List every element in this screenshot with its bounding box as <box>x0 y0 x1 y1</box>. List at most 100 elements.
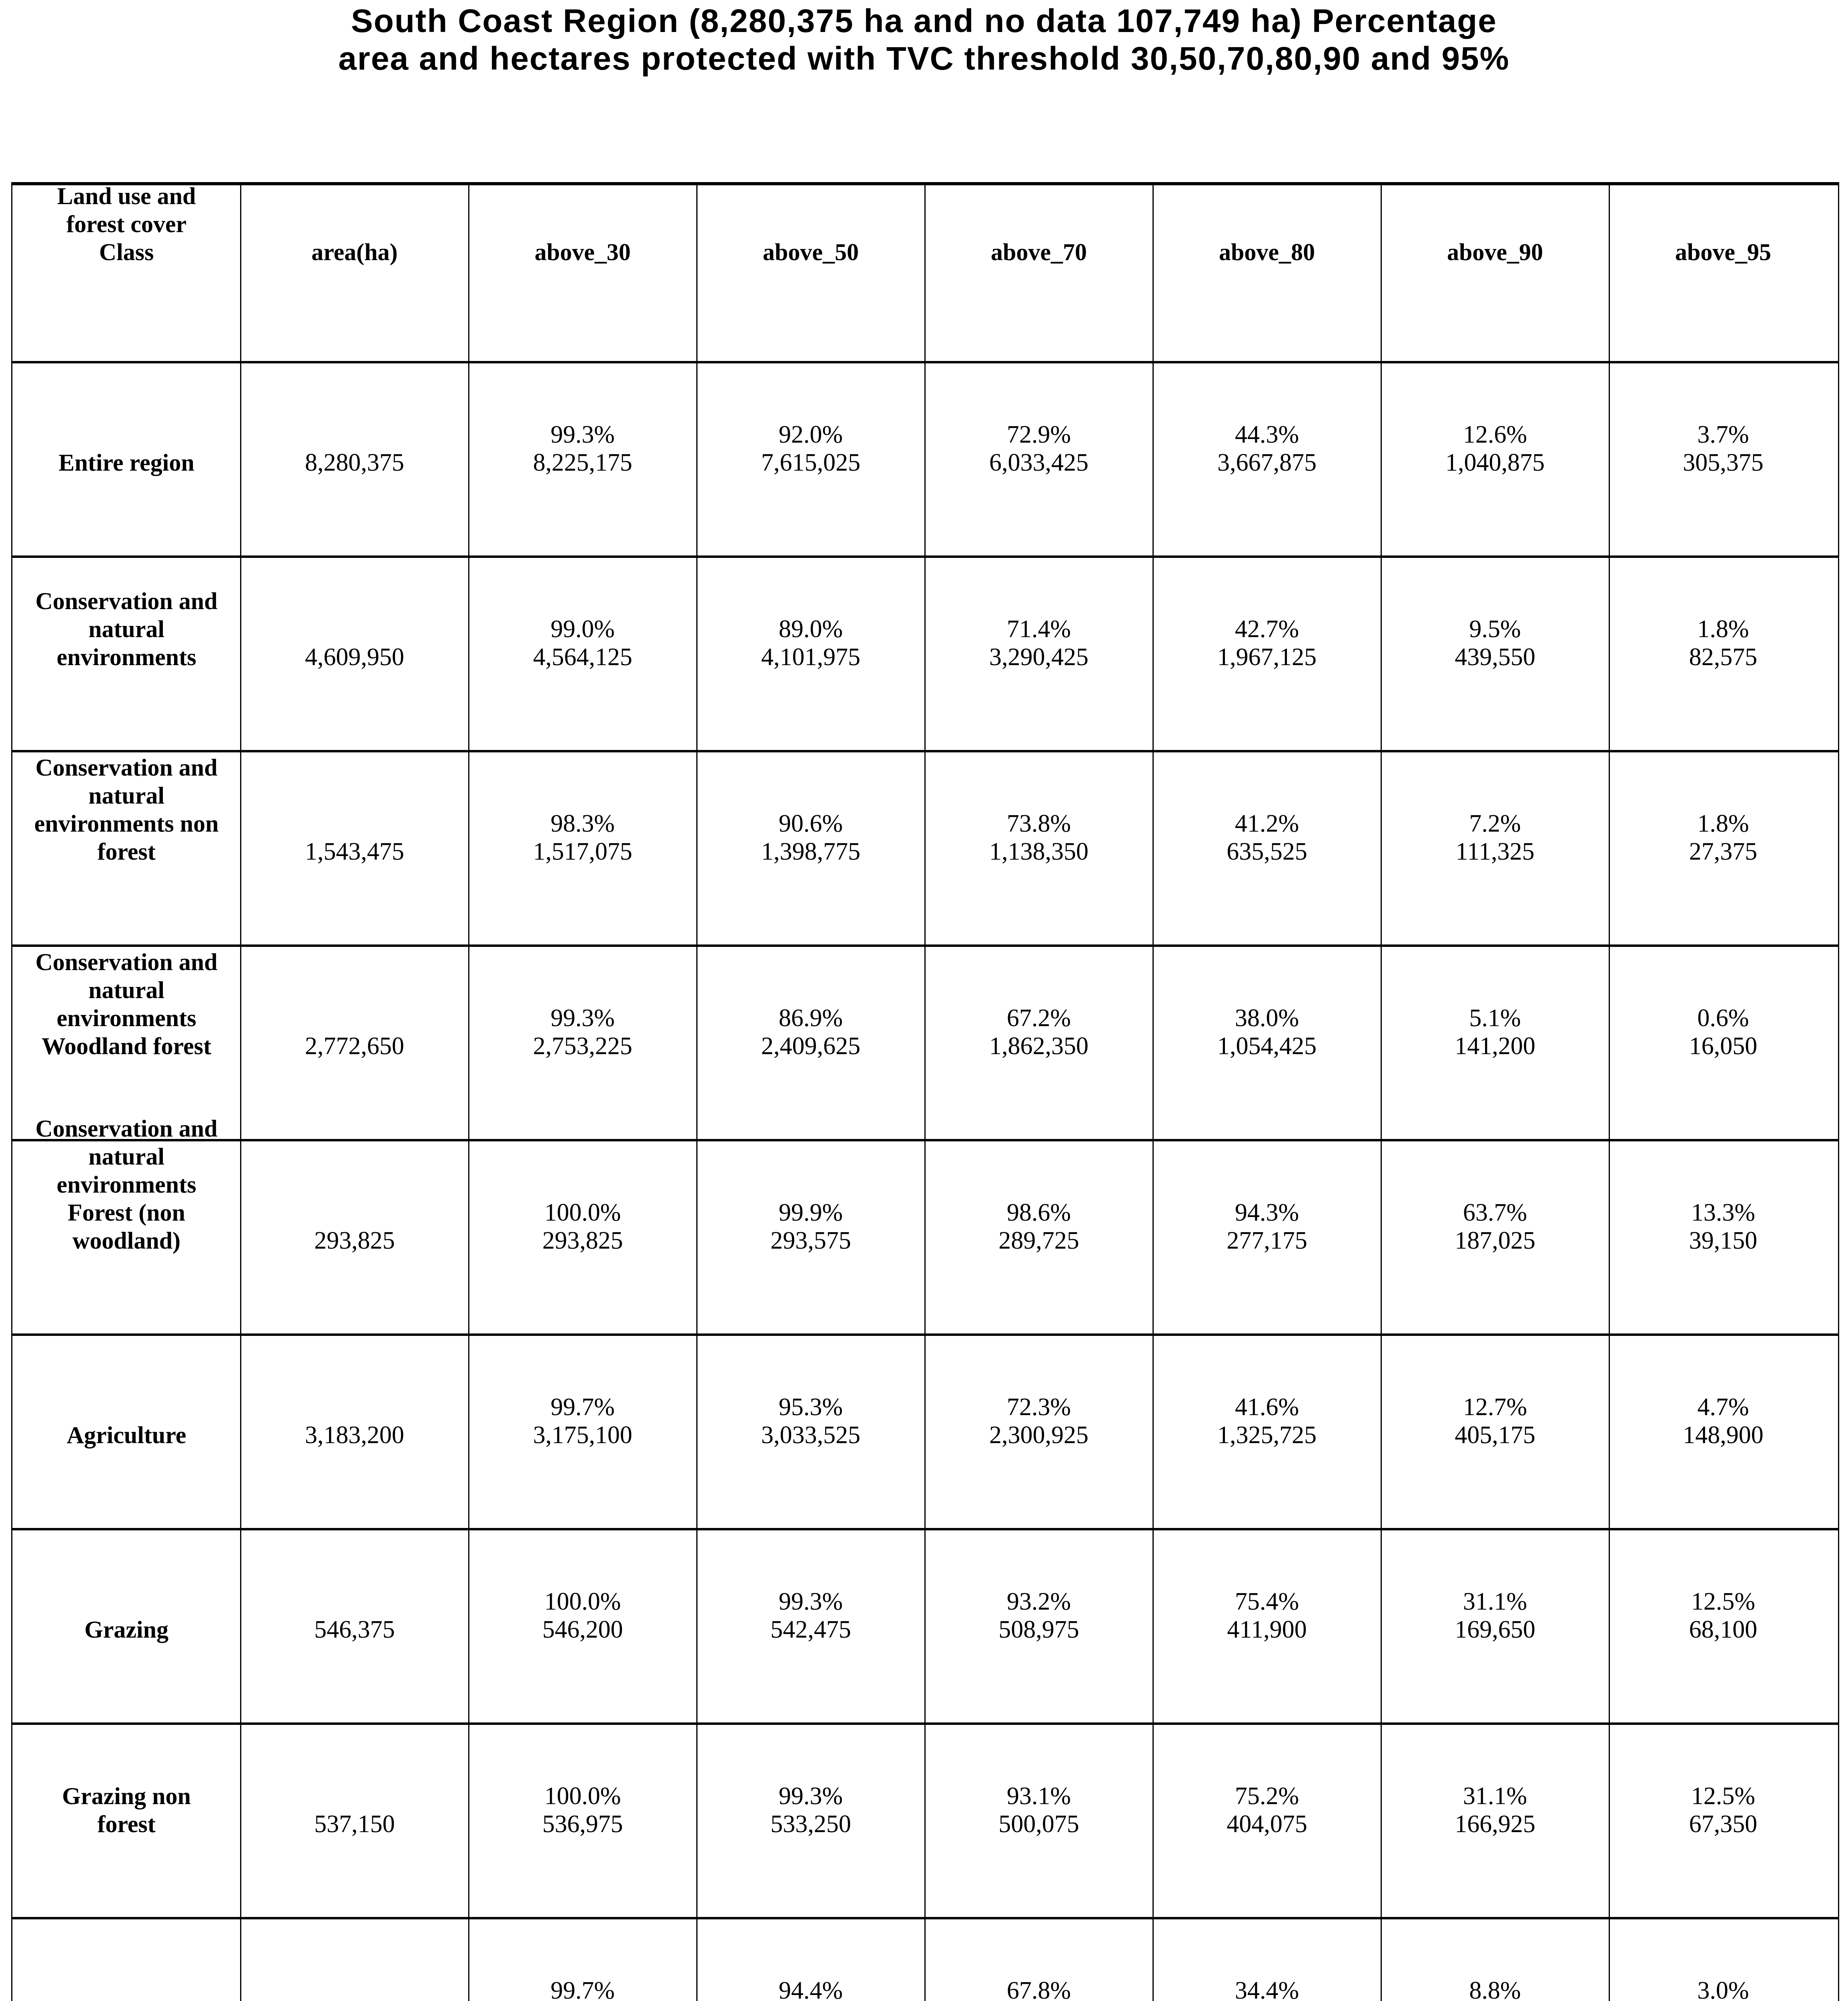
table-header-row: Land use and forest cover Class area(ha)… <box>12 182 1838 362</box>
cell-hectares: 1,138,350 <box>989 838 1088 865</box>
cell-percent: 71.4% <box>1006 616 1071 643</box>
row-label: Grazing <box>84 1616 168 1643</box>
cell-percent: 34.4% <box>1235 1977 1299 2001</box>
cell-hectares: 39,150 <box>1689 1227 1758 1254</box>
cell-percent: 41.6% <box>1235 1393 1299 1421</box>
cell-percent: 72.9% <box>1006 421 1071 448</box>
cell-hectares: 542,475 <box>770 1616 851 1643</box>
cell-percent: 75.2% <box>1235 1782 1299 1810</box>
cell-hectares: 305,375 <box>1683 449 1764 476</box>
table-row: Conservation and natural environments 4,… <box>12 557 1838 751</box>
cell-percent: 12.5% <box>1691 1782 1756 1810</box>
cell-hectares: 404,075 <box>1227 1811 1307 1838</box>
table-border-line <box>12 750 1838 752</box>
cell-hectares: 6,033,425 <box>989 449 1088 476</box>
cell-percent: 67.8% <box>1006 1977 1071 2001</box>
cell-hectares: 166,925 <box>1455 1811 1535 1838</box>
cell-hectares: 508,975 <box>998 1616 1079 1643</box>
cell-hectares: 536,975 <box>542 1811 623 1838</box>
cell-percent: 63.7% <box>1463 1199 1527 1226</box>
cell-hectares: 141,200 <box>1455 1033 1535 1060</box>
row-area-value: 4,609,950 <box>305 644 404 671</box>
cell-percent: 100.0% <box>544 1782 621 1810</box>
row-label: Grazing non forest <box>62 1783 191 1837</box>
cell-hectares: 1,862,350 <box>989 1033 1088 1060</box>
cell-percent: 93.2% <box>1006 1588 1071 1615</box>
row-area-value: 2,772,650 <box>305 1033 404 1060</box>
cell-percent: 98.6% <box>1006 1199 1071 1226</box>
cell-percent: 99.9% <box>778 1199 843 1226</box>
table-row: Conservation and natural environments no… <box>12 751 1838 946</box>
cell-hectares: 68,100 <box>1689 1616 1758 1643</box>
cell-percent: 99.0% <box>550 616 615 643</box>
cell-percent: 8.8% <box>1469 1977 1521 2001</box>
table-border-line <box>924 182 926 2001</box>
column-header-area-ha: area(ha) <box>311 239 398 265</box>
cell-hectares: 293,575 <box>770 1227 851 1254</box>
cell-hectares: 3,667,875 <box>1217 449 1317 476</box>
cell-hectares: 3,033,525 <box>761 1422 860 1449</box>
cell-hectares: 7,615,025 <box>761 449 860 476</box>
cell-hectares: 187,025 <box>1455 1227 1535 1254</box>
cell-percent: 86.9% <box>778 1005 843 1032</box>
cell-percent: 89.0% <box>778 616 843 643</box>
table-border-line <box>12 182 1838 185</box>
table-border-line <box>12 1139 1838 1141</box>
cell-hectares: 67,350 <box>1689 1811 1758 1838</box>
cell-percent: 5.1% <box>1469 1005 1521 1032</box>
row-area-value: 546,375 <box>314 1616 395 1643</box>
row-label: Entire region <box>58 449 194 476</box>
cell-percent: 42.7% <box>1235 616 1299 643</box>
cell-hectares: 2,409,625 <box>761 1033 860 1060</box>
cell-percent: 0.6% <box>1697 1005 1749 1032</box>
cell-percent: 41.2% <box>1235 810 1299 837</box>
row-label: Conservation and natural environments no… <box>34 754 219 865</box>
cell-percent: 94.3% <box>1235 1199 1299 1226</box>
cell-hectares: 27,375 <box>1689 838 1758 865</box>
row-area-value: 293,825 <box>314 1227 395 1254</box>
table-border-line <box>12 361 1838 363</box>
cell-hectares: 635,525 <box>1227 838 1307 865</box>
table-border-line <box>468 182 469 2001</box>
cell-hectares: 293,825 <box>542 1227 623 1254</box>
cell-percent: 13.3% <box>1691 1199 1756 1226</box>
cell-percent: 99.3% <box>778 1782 843 1810</box>
table-row: Agriculture 3,183,200 99.7% 3,175,100 95.… <box>12 1335 1838 1529</box>
cell-hectares: 289,725 <box>998 1227 1079 1254</box>
table-border-line <box>1381 182 1382 2001</box>
cell-percent: 12.5% <box>1691 1588 1756 1615</box>
cell-hectares: 82,575 <box>1689 644 1758 671</box>
cell-percent: 99.3% <box>550 421 615 448</box>
cell-percent: 4.7% <box>1697 1393 1749 1421</box>
cell-percent: 31.1% <box>1463 1782 1527 1810</box>
cell-hectares: 2,300,925 <box>989 1422 1088 1449</box>
cell-percent: 92.0% <box>778 421 843 448</box>
table-border-line <box>12 944 1838 947</box>
cell-hectares: 546,200 <box>542 1616 623 1643</box>
table-border-line <box>12 1528 1838 1530</box>
cell-percent: 12.7% <box>1463 1393 1527 1421</box>
column-header-above-50: above_50 <box>763 239 859 265</box>
cell-percent: 75.4% <box>1235 1588 1299 1615</box>
cell-hectares: 1,398,775 <box>761 838 860 865</box>
cell-percent: 31.1% <box>1463 1588 1527 1615</box>
cell-percent: 100.0% <box>544 1199 621 1226</box>
table-row: Grazing 546,375 100.0% 546,200 99.3% 542,4… <box>12 1529 1838 1724</box>
table-border-line <box>1152 182 1154 2001</box>
cell-percent: 7.2% <box>1469 810 1521 837</box>
cell-percent: 99.3% <box>778 1588 843 1615</box>
table-border-line <box>12 1917 1838 1919</box>
cell-percent: 3.7% <box>1697 421 1749 448</box>
row-area-value: 8,280,375 <box>305 449 404 476</box>
cell-hectares: 277,175 <box>1227 1227 1307 1254</box>
column-header-above-30: above_30 <box>535 239 631 265</box>
cell-hectares: 3,175,100 <box>533 1422 632 1449</box>
cell-percent: 98.3% <box>550 810 615 837</box>
column-header-above-95: above_95 <box>1675 239 1771 265</box>
table-border-line <box>696 182 698 2001</box>
cell-hectares: 16,050 <box>1689 1033 1758 1060</box>
table-border-line <box>12 555 1838 558</box>
cell-hectares: 500,075 <box>998 1811 1079 1838</box>
cell-percent: 99.7% <box>550 1393 615 1421</box>
